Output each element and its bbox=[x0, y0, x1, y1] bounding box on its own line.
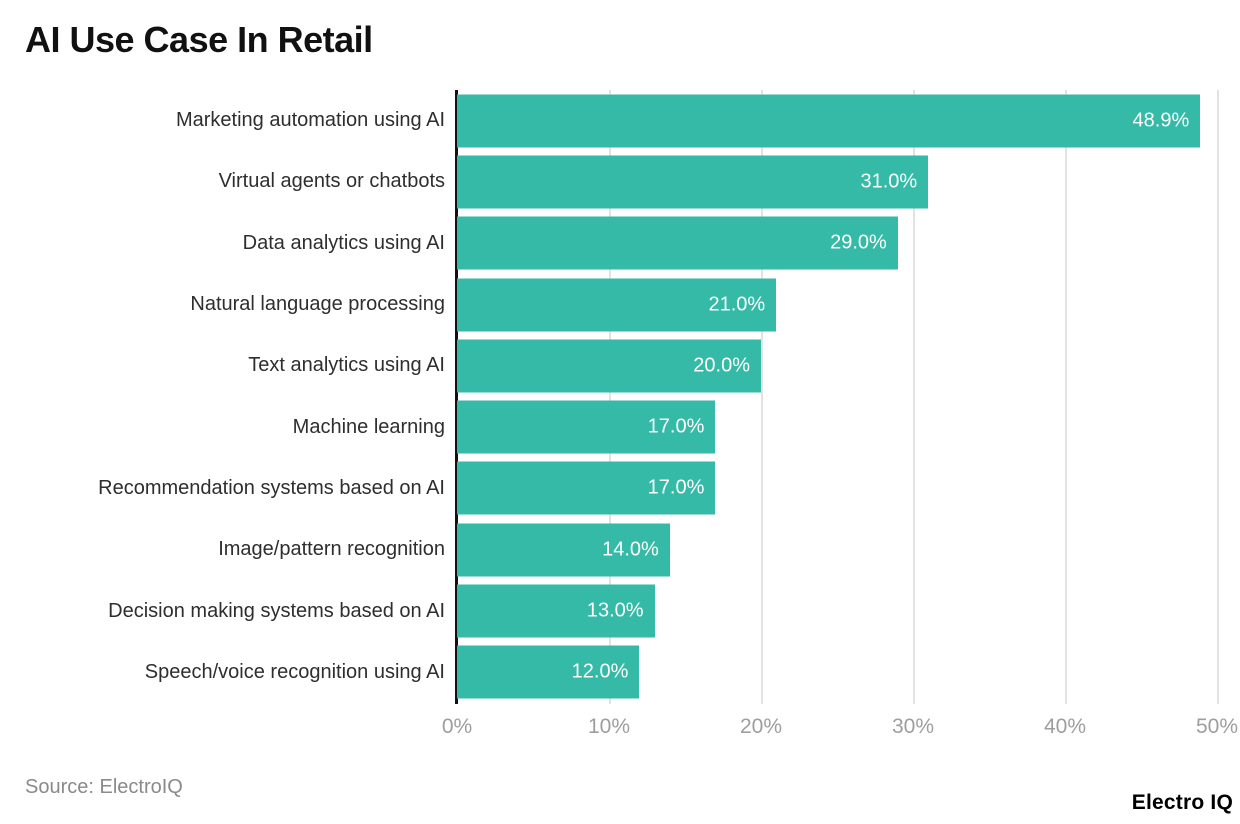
bar-value-label: 17.0% bbox=[647, 415, 705, 438]
bar: 17.0% bbox=[457, 461, 716, 515]
chart-title: AI Use Case In Retail bbox=[25, 19, 373, 60]
chart-row: Decision making systems based on AI 13.0% bbox=[0, 580, 1217, 641]
chart-row: Marketing automation using AI 48.9% bbox=[0, 90, 1217, 151]
bar-track: 17.0% bbox=[457, 458, 1217, 519]
bar: 12.0% bbox=[457, 645, 640, 699]
plot-gridlines bbox=[455, 90, 1219, 704]
bar-value-label: 21.0% bbox=[708, 293, 766, 316]
chart-row: Recommendation systems based on AI 17.0% bbox=[0, 458, 1217, 519]
x-axis-tick-label: 10% bbox=[587, 715, 631, 738]
bar-track: 31.0% bbox=[457, 151, 1217, 212]
gridline bbox=[1065, 90, 1067, 704]
gridline bbox=[609, 90, 611, 704]
bar-value-label: 20.0% bbox=[693, 354, 750, 377]
category-label: Natural language processing bbox=[190, 293, 445, 316]
category-label: Virtual agents or chatbots bbox=[218, 170, 445, 193]
bar-value-label: 48.9% bbox=[1132, 109, 1190, 132]
y-axis-line bbox=[455, 90, 458, 704]
chart-row: Machine learning 17.0% bbox=[0, 396, 1217, 457]
brand-logo: Electro IQ bbox=[1131, 791, 1233, 814]
bar-value-label: 31.0% bbox=[860, 170, 918, 193]
gridline bbox=[761, 90, 763, 704]
bar: 17.0% bbox=[457, 400, 716, 454]
bar: 21.0% bbox=[457, 278, 777, 332]
bar-track: 21.0% bbox=[457, 274, 1217, 335]
bar-value-label: 13.0% bbox=[586, 599, 644, 622]
bar-track: 17.0% bbox=[457, 396, 1217, 457]
bar-value-label: 12.0% bbox=[571, 660, 629, 683]
bar-track: 12.0% bbox=[457, 642, 1217, 703]
chart-row: Data analytics using AI 29.0% bbox=[0, 213, 1217, 274]
bar: 48.9% bbox=[457, 94, 1201, 148]
bar-track: 48.9% bbox=[457, 90, 1217, 151]
bar-value-label: 17.0% bbox=[647, 476, 705, 499]
category-label: Text analytics using AI bbox=[248, 354, 445, 377]
category-label: Marketing automation using AI bbox=[175, 109, 445, 132]
chart-row: Speech/voice recognition using AI 12.0% bbox=[0, 642, 1217, 703]
chart-row: Virtual agents or chatbots 31.0% bbox=[0, 151, 1217, 212]
chart-rows: Marketing automation using AI 48.9% Virtua… bbox=[0, 90, 1217, 703]
x-axis-tick-label: 0% bbox=[441, 715, 473, 738]
bar-value-label: 29.0% bbox=[830, 231, 887, 254]
x-axis-tick-label: 40% bbox=[1043, 715, 1087, 738]
category-label: Data analytics using AI bbox=[242, 231, 445, 254]
x-axis-tick-label: 30% bbox=[891, 715, 935, 738]
bar: 31.0% bbox=[457, 155, 929, 209]
chart-row: Text analytics using AI 20.0% bbox=[0, 335, 1217, 396]
bar-value-label: 14.0% bbox=[602, 538, 659, 561]
gridline bbox=[1217, 90, 1219, 704]
bar-track: 29.0% bbox=[457, 213, 1217, 274]
bar: 29.0% bbox=[457, 216, 898, 270]
category-label: Recommendation systems based on AI bbox=[98, 476, 445, 499]
bar-track: 14.0% bbox=[457, 519, 1217, 580]
category-label: Decision making systems based on AI bbox=[108, 599, 445, 622]
bar: 13.0% bbox=[457, 584, 655, 638]
gridline bbox=[913, 90, 915, 704]
bar-track: 20.0% bbox=[457, 335, 1217, 396]
bar: 20.0% bbox=[457, 339, 761, 393]
bar: 14.0% bbox=[457, 523, 670, 577]
x-axis-tick-label: 50% bbox=[1195, 715, 1239, 738]
chart-row: Image/pattern recognition 14.0% bbox=[0, 519, 1217, 580]
category-label: Image/pattern recognition bbox=[218, 538, 445, 561]
chart-row: Natural language processing 21.0% bbox=[0, 274, 1217, 335]
source-caption: Source: ElectroIQ bbox=[25, 776, 183, 798]
category-label: Speech/voice recognition using AI bbox=[144, 660, 445, 683]
x-axis: 0% 10% 20% 30% 40% 50% bbox=[442, 715, 1238, 743]
bar-track: 13.0% bbox=[457, 580, 1217, 641]
x-axis-tick-label: 20% bbox=[739, 715, 783, 738]
category-label: Machine learning bbox=[292, 415, 445, 438]
